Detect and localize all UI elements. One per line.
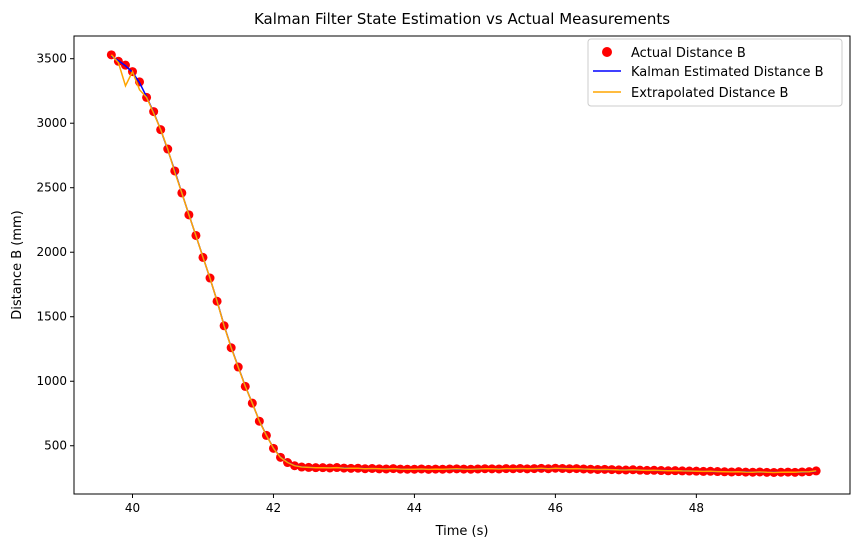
y-axis: 500 1000 1500 2000 2500 3000 3500 xyxy=(36,52,74,453)
x-tick-label: 46 xyxy=(548,501,563,515)
y-axis-label: Distance B (mm) xyxy=(10,210,25,320)
legend-marker-actual xyxy=(602,47,612,57)
series-kalman-estimated-distance-b xyxy=(110,55,817,474)
series-extrapolated-distance-b xyxy=(110,54,817,474)
series-actual-distance-b xyxy=(106,50,821,477)
axes-frame xyxy=(73,35,851,495)
x-axis: 40 42 44 46 48 xyxy=(125,494,704,515)
y-tick-label: 1000 xyxy=(36,374,67,388)
y-tick-label: 500 xyxy=(44,439,67,453)
legend-box xyxy=(587,38,843,107)
y-tick-label: 3500 xyxy=(36,52,67,66)
y-tick-label: 2500 xyxy=(36,181,67,195)
x-tick-label: 48 xyxy=(689,501,704,515)
x-axis-label: Time (s) xyxy=(435,524,489,539)
series-line xyxy=(110,55,817,474)
plot-area xyxy=(106,50,821,477)
y-tick-label: 1500 xyxy=(36,310,67,324)
legend-label-actual: Actual Distance B xyxy=(631,46,746,61)
x-tick-label: 42 xyxy=(266,501,281,515)
y-tick-label: 2000 xyxy=(36,245,67,259)
x-tick-label: 40 xyxy=(125,501,140,515)
x-tick-label: 44 xyxy=(407,501,422,515)
legend-label-kalman: Kalman Estimated Distance B xyxy=(631,65,824,80)
series-line xyxy=(110,54,817,474)
y-tick-label: 3000 xyxy=(36,116,67,130)
chart-title: Kalman Filter State Estimation vs Actual… xyxy=(254,10,670,28)
legend-label-extrapolated: Extrapolated Distance B xyxy=(631,86,788,101)
legend: Actual Distance B Kalman Estimated Dista… xyxy=(587,38,843,107)
